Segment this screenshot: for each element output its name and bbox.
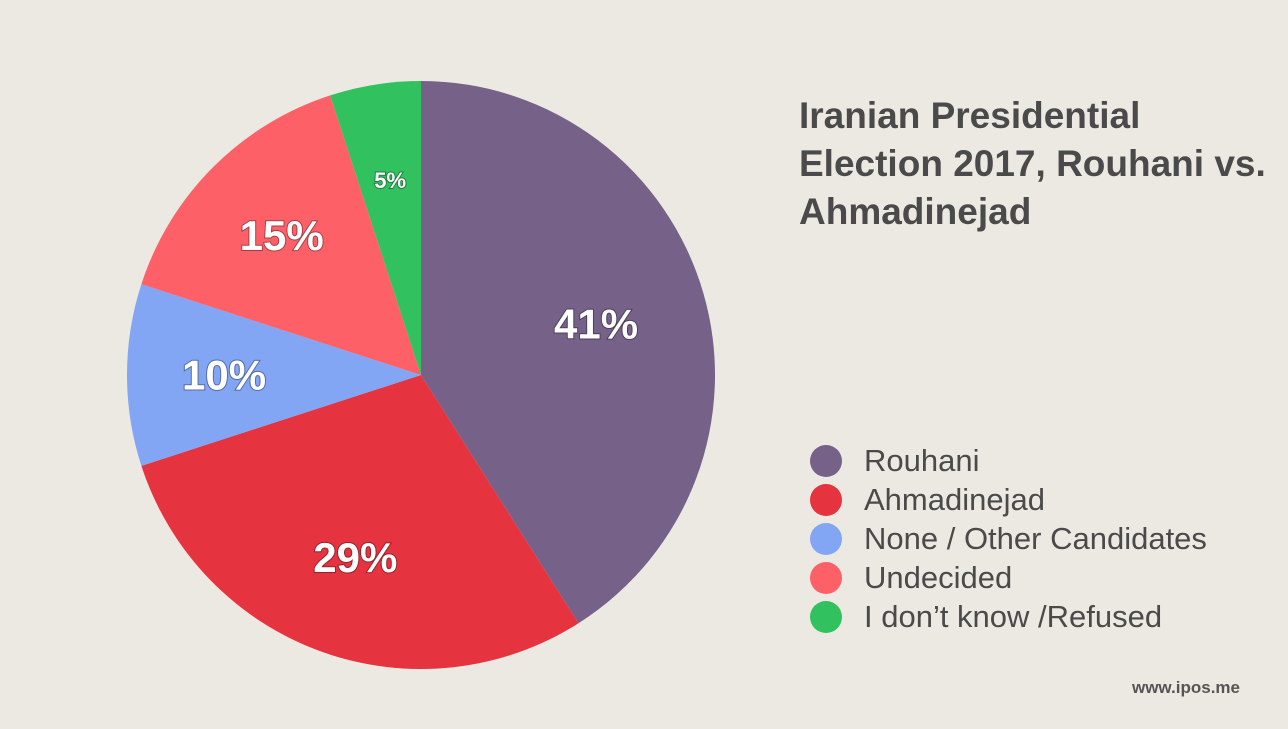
- legend-item-refused: I don’t know /Refused: [810, 597, 1207, 636]
- legend-swatch-ahmadinejad: [810, 483, 842, 516]
- legend: Rouhani Ahmadinejad None / Other Candida…: [810, 441, 1207, 636]
- legend-item-none-other: None / Other Candidates: [810, 519, 1207, 558]
- pie-chart: 41% 29% 10% 15% 5%: [127, 81, 716, 669]
- pie-slice-undecided: [141, 95, 421, 376]
- legend-item-ahmadinejad: Ahmadinejad: [810, 480, 1207, 519]
- legend-label-ahmadinejad: Ahmadinejad: [864, 481, 1045, 517]
- pie-label-undecided: 15%: [240, 212, 324, 259]
- pie-slice-rouhani: [421, 81, 716, 624]
- legend-swatch-rouhani: [810, 444, 842, 477]
- legend-label-rouhani: Rouhani: [864, 442, 980, 478]
- legend-swatch-refused: [810, 600, 842, 633]
- legend-item-undecided: Undecided: [810, 558, 1207, 597]
- legend-swatch-undecided: [810, 561, 842, 594]
- pie-label-ahmadinejad: 29%: [313, 534, 397, 581]
- legend-label-none-other: None / Other Candidates: [864, 520, 1207, 556]
- chart-title: Iranian Presidential Election 2017, Rouh…: [799, 95, 1266, 232]
- pie-slice-i-don-t-know-refused: [330, 81, 421, 375]
- pie-slice-ahmadinejad: [141, 375, 579, 669]
- pie-slice-none-other-candidates: [127, 284, 422, 466]
- pie-label-rouhani: 41%: [554, 301, 638, 348]
- source-credit: www.ipos.me: [1131, 678, 1240, 697]
- legend-label-refused: I don’t know /Refused: [864, 598, 1163, 634]
- legend-label-undecided: Undecided: [864, 559, 1013, 595]
- legend-swatch-none-other: [810, 522, 842, 555]
- legend-item-rouhani: Rouhani: [810, 441, 1207, 480]
- pie-label-i-don-t-know-refused: 5%: [374, 168, 406, 193]
- pie-label-none-other-candidates: 10%: [182, 352, 266, 399]
